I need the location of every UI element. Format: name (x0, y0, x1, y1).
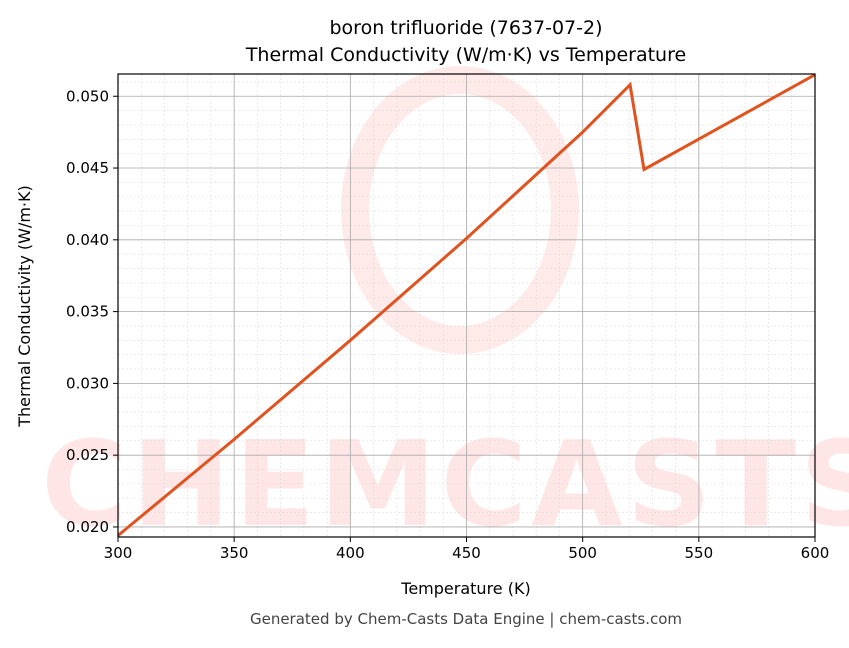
x-tick-label: 300 (104, 544, 133, 562)
y-tick-label: 0.020 (66, 518, 109, 536)
x-tick-label: 500 (568, 544, 597, 562)
plot-frame (117, 73, 816, 538)
grid (117, 74, 816, 537)
series-line-thermal-conductivity (117, 73, 816, 537)
y-axis-label: Thermal Conductivity (W/m·K) (15, 185, 34, 428)
y-tick-label: 0.025 (66, 446, 109, 464)
y-tick-label: 0.030 (66, 374, 109, 392)
x-tick-label: 550 (685, 544, 714, 562)
watermark-logo: CHEMCASTS (41, 66, 849, 553)
y-tick-label: 0.040 (66, 231, 109, 249)
y-tick-label: 0.050 (66, 87, 109, 105)
axis-ticks: 300 350 400 450 500 550 600 0.020 0.025 0.030 0.03… (66, 87, 829, 562)
chart-title: boron trifluoride (7637-07-2) (330, 17, 603, 39)
footer-credit: Generated by Chem-Casts Data Engine | ch… (250, 610, 682, 628)
y-tick-label: 0.045 (66, 159, 109, 177)
x-tick-label: 350 (220, 544, 249, 562)
y-tick-label: 0.035 (66, 303, 109, 321)
x-tick-label: 600 (801, 544, 830, 562)
x-axis-label: Temperature (K) (400, 579, 530, 598)
x-tick-label: 400 (336, 544, 365, 562)
chart-subtitle: Thermal Conductivity (W/m·K) vs Temperat… (245, 44, 686, 66)
x-tick-label: 450 (452, 544, 481, 562)
